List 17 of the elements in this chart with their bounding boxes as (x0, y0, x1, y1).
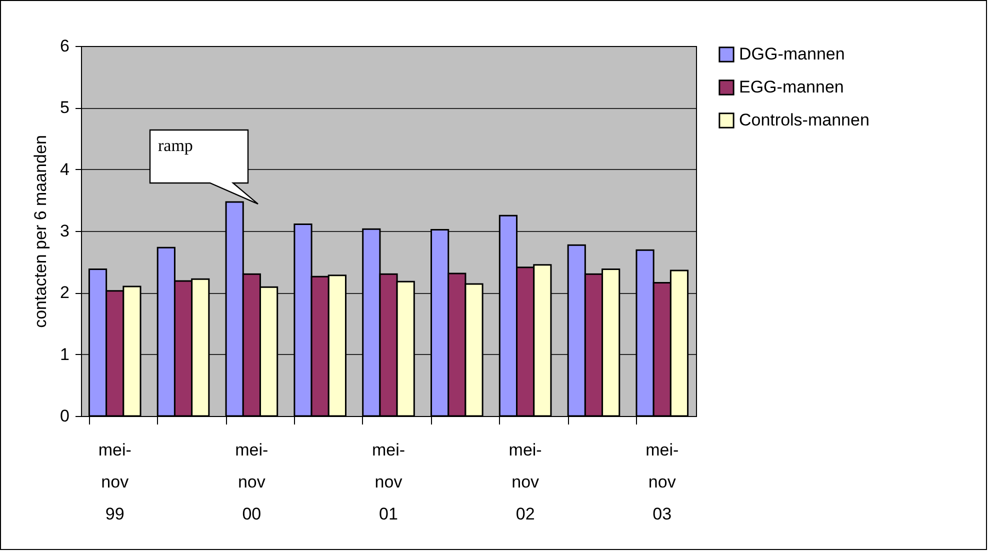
y-tick-label: 0 (60, 406, 70, 426)
x-tick-label: mei-nov 01 (372, 440, 406, 524)
x-tick-label: mei-nov 00 (235, 440, 268, 524)
y-tick-label: 3 (60, 222, 70, 240)
legend-label: EGG-mannen (739, 78, 844, 96)
y-tick-label: 4 (60, 160, 70, 179)
y-tick-label: 1 (60, 344, 70, 364)
y-tick-label: 2 (60, 283, 70, 302)
x-tick-label: mei-nov 99 (98, 440, 132, 524)
y-tick-label: 5 (60, 98, 70, 118)
y-tick-label: 6 (60, 36, 70, 56)
legend-label: DGG-mannen (739, 44, 845, 64)
legend-label: Controls-mannen (739, 110, 870, 130)
y-axis-title: contacten per 6 maanden (31, 135, 50, 328)
x-tick-label: mei-nov 02 (508, 440, 542, 524)
annotation: ramp (158, 136, 193, 156)
x-tick-label: mei-nov 03 (646, 440, 679, 524)
